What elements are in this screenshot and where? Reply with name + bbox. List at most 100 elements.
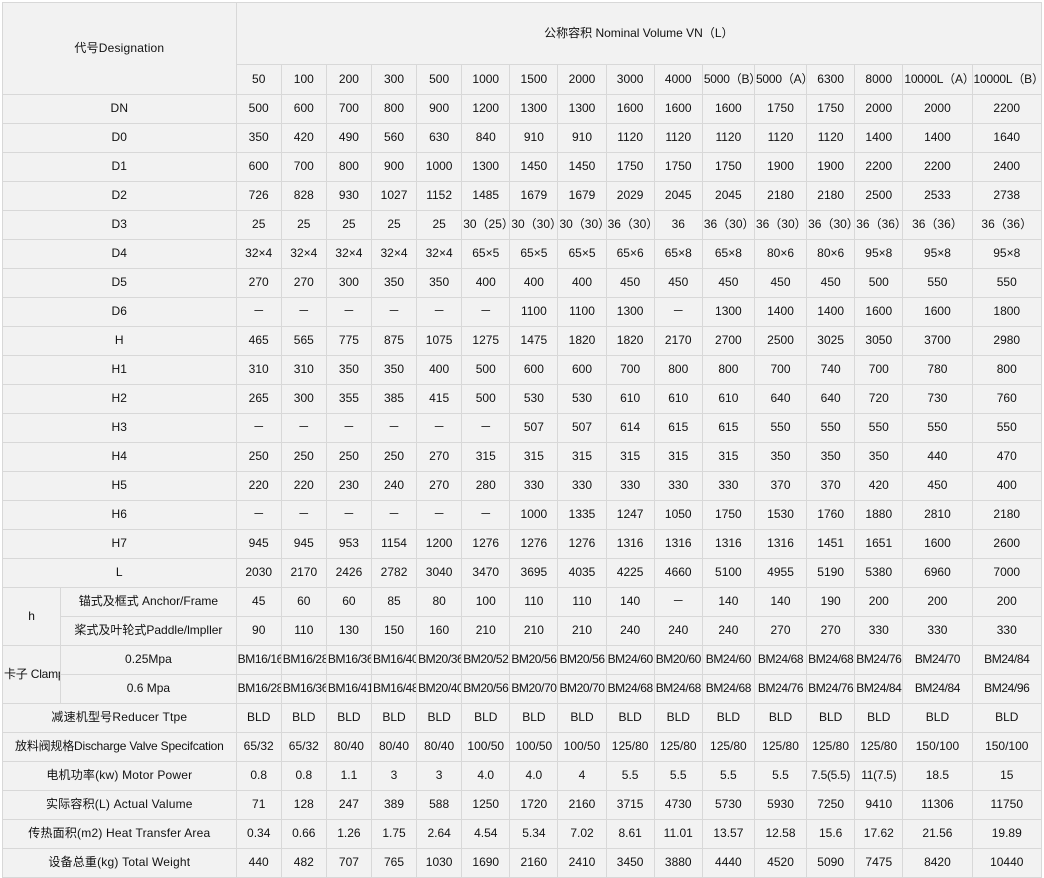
data-cell: 3715 [605,790,655,820]
data-cell: 1300 [509,94,559,124]
row-label: H3 [2,413,237,443]
row-label: 减速机型号Reducer Ttpe [2,703,237,733]
data-cell: BLD [806,703,856,733]
designation-header: 代号Designation [2,2,237,95]
data-cell: 1600 [701,94,755,124]
row-label: H [2,326,237,356]
data-cell: 210 [461,616,511,646]
data-cell: 3 [416,761,463,791]
data-cell: BM24/96 [971,674,1043,704]
data-cell: BM20/60 [653,645,703,675]
data-cell: 36 [653,210,703,240]
data-cell: 240 [605,616,655,646]
data-cell: 1120 [653,123,703,153]
data-cell: 0.8 [235,761,282,791]
data-cell: 315 [557,442,607,472]
data-cell: 125/80 [806,732,856,762]
data-cell: 1200 [461,94,511,124]
data-cell: BM24/76 [753,674,808,704]
data-cell: 25 [325,210,372,240]
data-cell: BM24/68 [701,674,755,704]
data-cell: 7000 [971,558,1043,588]
data-cell: 640 [753,384,808,414]
row-label: 传热面积(m2) Heat Transfer Area [2,819,237,849]
data-cell: 400 [461,268,511,298]
data-cell: 2045 [701,181,755,211]
data-cell: 200 [971,587,1043,617]
data-cell: 85 [370,587,418,617]
data-cell: 1000 [416,152,463,182]
data-cell: 1120 [605,123,655,153]
data-cell: 247 [325,790,372,820]
data-cell: 2200 [971,94,1043,124]
column-header: 6300 [806,64,856,95]
data-cell: 125/80 [605,732,655,762]
data-cell: 330 [557,471,607,501]
data-cell: 1276 [557,529,607,559]
data-cell: 100/50 [461,732,511,762]
data-cell: 65×8 [701,239,755,269]
data-cell: 250 [325,442,372,472]
data-cell: 2533 [902,181,973,211]
data-cell: 1276 [509,529,559,559]
column-header: 300 [370,64,418,95]
data-cell: 2180 [971,500,1043,530]
data-cell: 140 [701,587,755,617]
data-cell: 1.75 [370,819,418,849]
data-cell: 5.5 [653,761,703,791]
data-cell: 80/40 [370,732,418,762]
data-cell: 2980 [971,326,1043,356]
data-cell: 3050 [854,326,904,356]
data-cell: 760 [971,384,1043,414]
data-cell: 36（30） [806,210,856,240]
data-cell: 19.89 [971,819,1043,849]
data-cell: 5.34 [509,819,559,849]
data-cell: 265 [235,384,282,414]
data-cell: 5730 [701,790,755,820]
table-row: H7 945 945 953 1154 1200 1276 1276 1276 1316 1316 1… [2,529,1043,559]
data-cell: 1.1 [325,761,372,791]
data-cell: 330 [653,471,703,501]
data-cell: BM20/52 [461,645,511,675]
data-cell: 8.61 [605,819,655,849]
data-cell: 36（30） [753,210,808,240]
data-cell: 1750 [753,94,808,124]
data-cell: 15 [971,761,1043,791]
data-cell: － [235,297,282,327]
data-cell: 800 [971,355,1043,385]
data-cell: 4660 [653,558,703,588]
data-cell: 5100 [701,558,755,588]
data-cell: 240 [370,471,418,501]
data-cell: 4730 [653,790,703,820]
data-cell: 3880 [653,848,703,878]
data-cell: 1600 [902,529,973,559]
data-cell: 220 [235,471,282,501]
row-label: H6 [2,500,237,530]
data-cell: 1720 [509,790,559,820]
data-cell: 330 [701,471,755,501]
data-cell: BM24/68 [753,645,808,675]
data-cell: 30（30） [509,210,559,240]
data-cell: 450 [806,268,856,298]
data-cell: 707 [325,848,372,878]
row-label: H7 [2,529,237,559]
data-cell: BM16/28 [235,674,282,704]
data-cell: BLD [235,703,282,733]
data-cell: 1530 [753,500,808,530]
data-cell: 12.58 [753,819,808,849]
data-cell: BM20/40 [416,674,463,704]
data-cell: 500 [461,355,511,385]
data-cell: 2045 [653,181,703,211]
data-cell: 385 [370,384,418,414]
data-cell: BM24/76 [854,645,904,675]
data-cell: 450 [605,268,655,298]
data-cell: 700 [854,355,904,385]
table-row: 0.6 Mpa BM16/28 BM16/36 BM16/41 BM16/48 BM20/… [3,674,1043,704]
data-cell: BM24/68 [653,674,703,704]
data-cell: 160 [416,616,463,646]
data-cell: 240 [653,616,703,646]
data-cell: 1750 [653,152,703,182]
data-cell: 310 [280,355,327,385]
data-cell: 550 [902,413,973,443]
data-cell: 614 [605,413,655,443]
